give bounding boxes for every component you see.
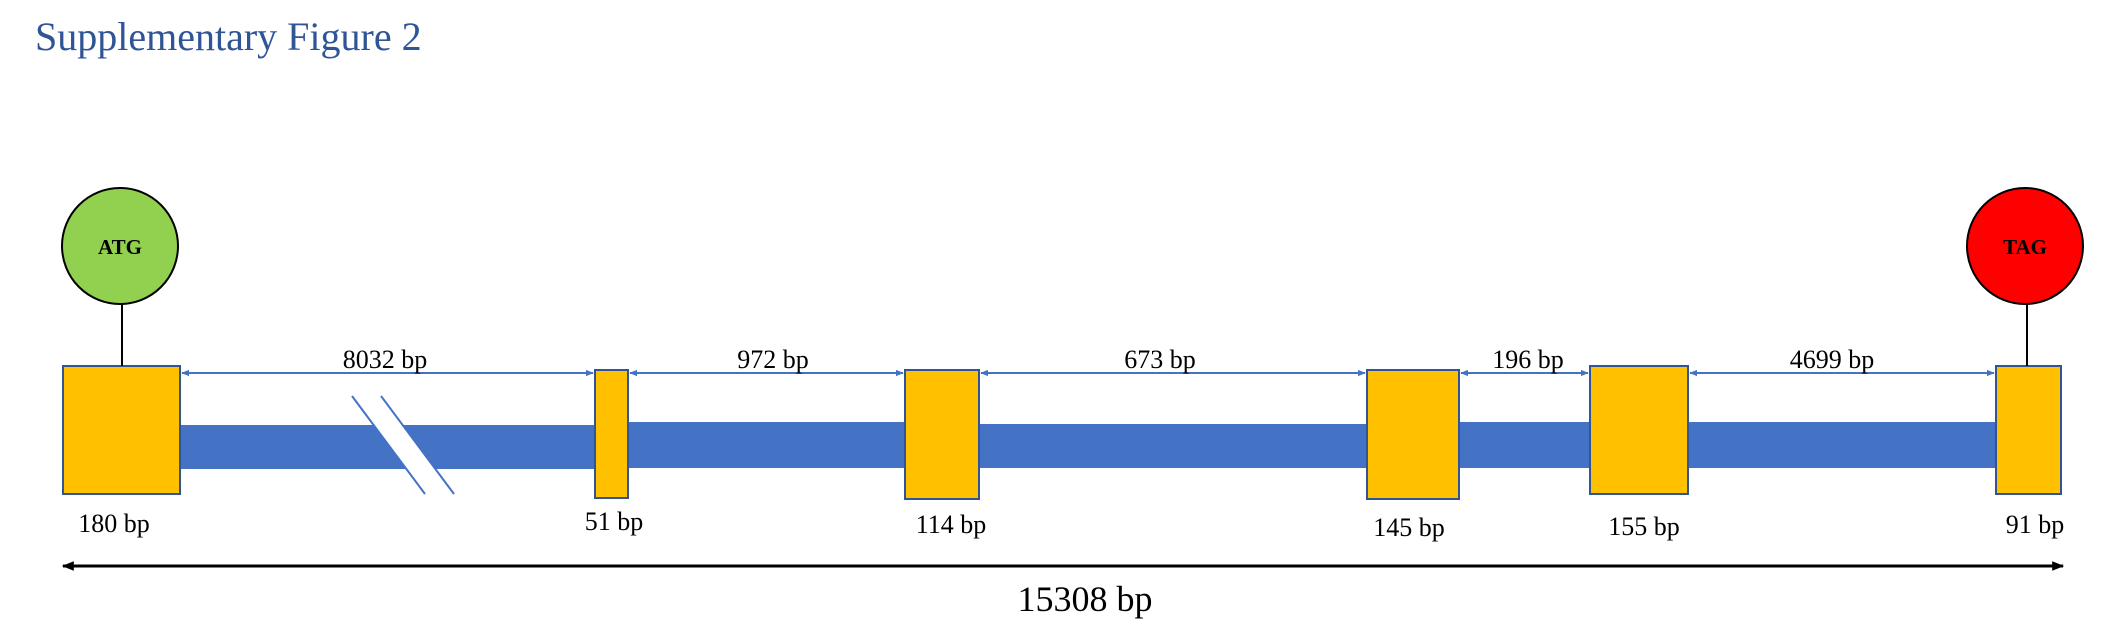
exon-length-labels: 180 bp 51 bp 114 bp 145 bp 155 bp 91 bp	[78, 507, 2064, 542]
intron-label-5: 4699 bp	[1790, 345, 1875, 374]
exon-box-6	[1995, 365, 2062, 495]
intron-length-labels: 8032 bp 972 bp 673 bp 196 bp 4699 bp	[343, 345, 1875, 374]
exon-box-4	[1366, 369, 1460, 500]
exon-label-3: 114 bp	[916, 510, 987, 539]
intron-bar-5	[1688, 422, 1996, 468]
intron-bar-2	[628, 422, 905, 468]
stop-codon: TAG	[1966, 187, 2084, 366]
intron-bar-4	[1459, 422, 1590, 468]
exon-label-5: 155 bp	[1608, 512, 1680, 541]
exon-box-3	[904, 369, 980, 500]
exon-label-2: 51 bp	[585, 507, 644, 536]
exon-label-4: 145 bp	[1373, 513, 1445, 542]
intron-break-mark	[351, 395, 455, 495]
total-length-label: 15308 bp	[1018, 579, 1153, 619]
stop-codon-label: TAG	[2003, 235, 2047, 259]
exon-boxes	[62, 365, 2062, 500]
exon-label-6: 91 bp	[2006, 510, 2065, 539]
exon-box-5	[1589, 365, 1689, 495]
intron-label-4: 196 bp	[1492, 345, 1564, 374]
figure-title: Supplementary Figure 2	[35, 14, 422, 59]
intron-bar-3	[979, 424, 1367, 468]
intron-label-1: 8032 bp	[343, 345, 428, 374]
exon-label-1: 180 bp	[78, 509, 150, 538]
start-codon-circle	[61, 187, 179, 305]
start-codon: ATG	[61, 187, 179, 366]
exon-box-2	[594, 369, 629, 499]
exon-box-1	[62, 365, 181, 495]
intron-bars	[180, 422, 1996, 469]
start-codon-label: ATG	[98, 235, 142, 259]
intron-label-3: 673 bp	[1124, 345, 1196, 374]
intron-label-2: 972 bp	[737, 345, 809, 374]
stop-codon-circle	[1966, 187, 2084, 305]
